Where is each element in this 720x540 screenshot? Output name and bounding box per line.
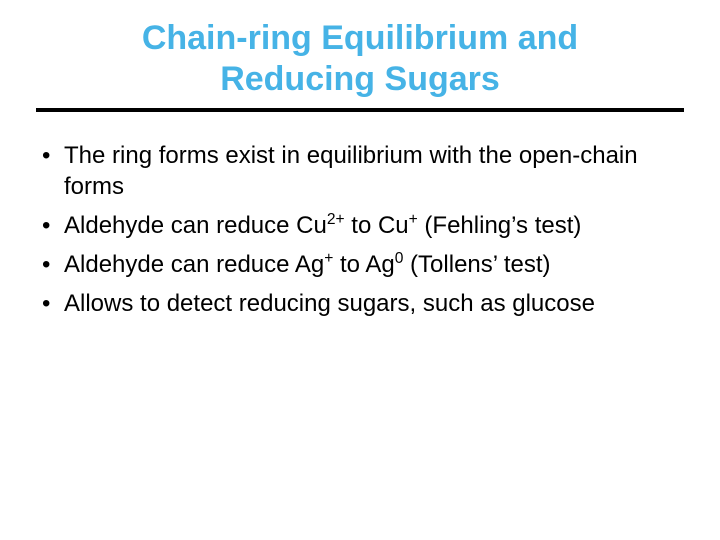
title-block: Chain-ring Equilibrium and Reducing Suga… <box>0 0 720 100</box>
bullet-item: Aldehyde can reduce Cu2+ to Cu+ (Fehling… <box>36 210 684 241</box>
slide: Chain-ring Equilibrium and Reducing Suga… <box>0 0 720 540</box>
text-run: to Cu <box>345 212 409 239</box>
title-line-2: Reducing Sugars <box>220 60 500 98</box>
bullet-item: Aldehyde can reduce Ag+ to Ag0 (Tollens’… <box>36 249 684 280</box>
text-run: to Ag <box>333 251 394 278</box>
text-run: Aldehyde can reduce Cu <box>64 212 327 239</box>
text-run: (Fehling’s test) <box>418 212 582 239</box>
title-line-1: Chain-ring Equilibrium and <box>142 19 578 57</box>
body: The ring forms exist in equilibrium with… <box>0 112 720 320</box>
superscript: + <box>324 250 333 267</box>
text-run: (Tollens’ test) <box>403 251 550 278</box>
text-run: Aldehyde can reduce Ag <box>64 251 324 278</box>
slide-title: Chain-ring Equilibrium and Reducing Suga… <box>142 18 578 100</box>
bullet-item: Allows to detect reducing sugars, such a… <box>36 288 684 319</box>
superscript: + <box>409 211 418 228</box>
superscript: 2+ <box>327 211 345 228</box>
text-run: The ring forms exist in equilibrium with… <box>64 142 638 200</box>
bullet-list: The ring forms exist in equilibrium with… <box>36 140 684 320</box>
bullet-item: The ring forms exist in equilibrium with… <box>36 140 684 202</box>
text-run: Allows to detect reducing sugars, such a… <box>64 290 595 317</box>
